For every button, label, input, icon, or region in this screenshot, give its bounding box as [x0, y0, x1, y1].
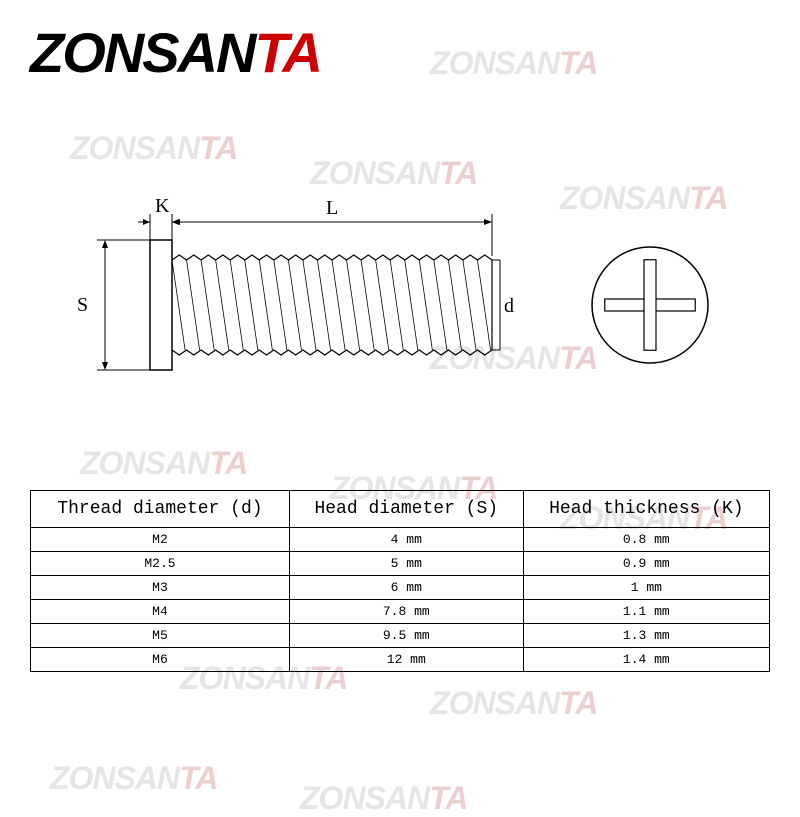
- table-row: M2.55 mm0.9 mm: [31, 552, 770, 576]
- svg-text:S: S: [77, 294, 88, 316]
- svg-text:d: d: [504, 295, 514, 317]
- col-head-thickness: Head thickness (K): [523, 491, 769, 528]
- spec-table-container: Thread diameter (d) Head diameter (S) He…: [30, 490, 770, 672]
- table-cell: 1 mm: [523, 576, 769, 600]
- brand-logo: ZONSANTA: [30, 20, 321, 85]
- table-cell: 1.1 mm: [523, 600, 769, 624]
- table-row: M612 mm1.4 mm: [31, 648, 770, 672]
- watermark: ZONSANTA: [300, 780, 467, 817]
- svg-text:L: L: [326, 197, 338, 219]
- table-cell: 5 mm: [289, 552, 523, 576]
- table-cell: 7.8 mm: [289, 600, 523, 624]
- table-cell: 1.4 mm: [523, 648, 769, 672]
- table-row: M59.5 mm1.3 mm: [31, 624, 770, 648]
- table-cell: 12 mm: [289, 648, 523, 672]
- table-cell: 0.9 mm: [523, 552, 769, 576]
- table-cell: 1.3 mm: [523, 624, 769, 648]
- table-cell: 9.5 mm: [289, 624, 523, 648]
- table-header-row: Thread diameter (d) Head diameter (S) He…: [31, 491, 770, 528]
- diagram-svg: K L Sd: [60, 155, 740, 435]
- watermark: ZONSANTA: [80, 445, 247, 482]
- logo-part1: ZONSAN: [30, 21, 254, 84]
- screw-diagram: K L Sd: [60, 155, 740, 435]
- spec-table: Thread diameter (d) Head diameter (S) He…: [30, 490, 770, 672]
- table-row: M36 mm1 mm: [31, 576, 770, 600]
- watermark: ZONSANTA: [430, 685, 597, 722]
- table-cell: M6: [31, 648, 290, 672]
- col-thread-diameter: Thread diameter (d): [31, 491, 290, 528]
- col-head-diameter: Head diameter (S): [289, 491, 523, 528]
- table-cell: M5: [31, 624, 290, 648]
- table-cell: M3: [31, 576, 290, 600]
- table-cell: 4 mm: [289, 528, 523, 552]
- logo-part2: TA: [254, 21, 321, 84]
- table-cell: M4: [31, 600, 290, 624]
- table-cell: M2.5: [31, 552, 290, 576]
- table-row: M47.8 mm1.1 mm: [31, 600, 770, 624]
- table-cell: M2: [31, 528, 290, 552]
- svg-text:K: K: [155, 195, 170, 217]
- table-cell: 6 mm: [289, 576, 523, 600]
- watermark: ZONSANTA: [50, 760, 217, 797]
- table-row: M24 mm0.8 mm: [31, 528, 770, 552]
- table-cell: 0.8 mm: [523, 528, 769, 552]
- watermark: ZONSANTA: [430, 45, 597, 82]
